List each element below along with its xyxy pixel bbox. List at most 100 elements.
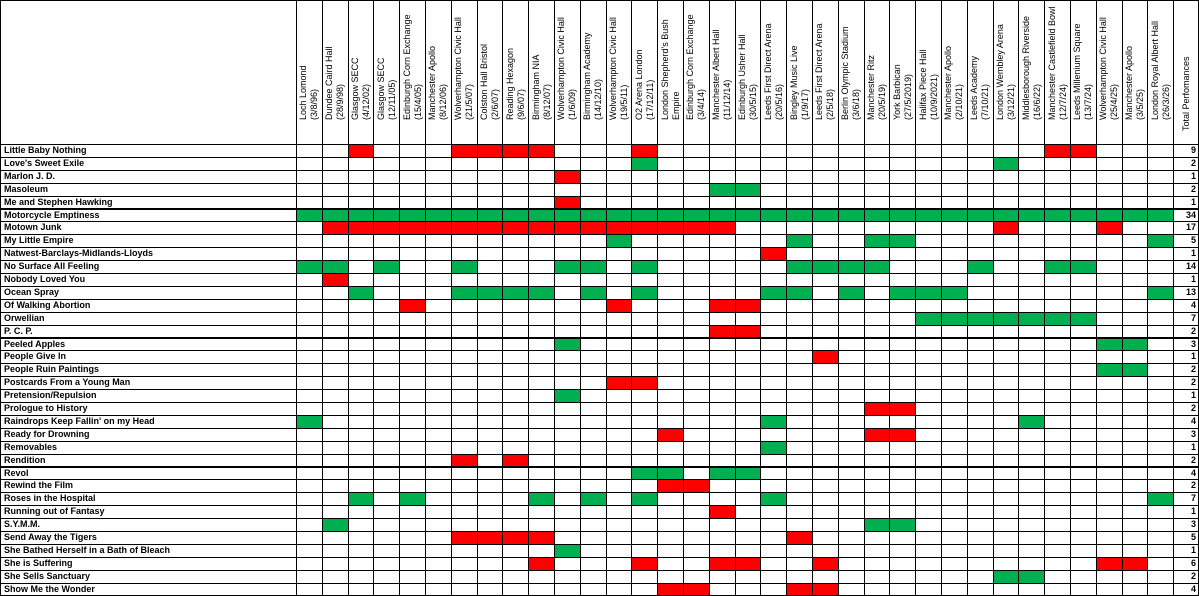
performance-cell-green	[734, 466, 762, 481]
empty-cell	[425, 556, 452, 571]
empty-cell	[554, 569, 581, 584]
empty-cell	[425, 182, 452, 197]
empty-cell	[708, 337, 736, 352]
empty-cell	[889, 479, 917, 494]
column-header: Wolverhampton Civic Hall (21/5/07)	[450, 0, 478, 145]
empty-cell	[373, 337, 401, 352]
empty-cell	[812, 195, 839, 210]
empty-cell	[631, 350, 659, 365]
empty-cell	[476, 260, 504, 274]
empty-cell	[941, 389, 968, 403]
empty-cell	[734, 479, 762, 494]
empty-cell	[347, 363, 375, 378]
empty-cell	[450, 376, 478, 391]
performance-cell-green	[708, 208, 736, 223]
empty-cell	[296, 350, 323, 365]
column-header-label: Birmingham NIA (8/12/07)	[530, 54, 552, 120]
empty-cell	[296, 518, 323, 532]
empty-cell	[502, 247, 530, 262]
song-label: People Give In	[0, 350, 297, 365]
empty-cell	[554, 273, 581, 287]
empty-cell	[837, 389, 865, 403]
empty-cell	[1095, 273, 1123, 287]
empty-cell	[657, 389, 684, 403]
empty-cell	[1044, 169, 1071, 184]
empty-cell	[502, 556, 530, 571]
performance-cell-green	[1044, 311, 1071, 326]
empty-cell	[399, 402, 426, 416]
empty-cell	[1121, 221, 1149, 236]
empty-cell	[296, 531, 323, 545]
empty-cell	[605, 531, 633, 545]
performance-cell-green	[889, 208, 917, 223]
empty-cell	[1147, 427, 1175, 442]
empty-cell	[915, 144, 942, 158]
empty-cell	[915, 518, 942, 532]
empty-cell	[941, 466, 968, 481]
performance-cell-green	[941, 311, 968, 326]
empty-cell	[941, 156, 968, 171]
performance-cell-red	[1044, 144, 1071, 158]
empty-cell	[373, 479, 401, 494]
empty-cell	[657, 505, 684, 520]
total-performances: 2	[1173, 376, 1199, 391]
empty-cell	[1044, 350, 1071, 365]
performance-cell-green	[347, 285, 375, 300]
empty-cell	[966, 350, 994, 365]
empty-cell	[579, 518, 607, 532]
empty-cell	[476, 479, 504, 494]
performance-cell-green	[347, 492, 375, 507]
empty-cell	[941, 350, 968, 365]
empty-cell	[657, 298, 684, 313]
empty-cell	[683, 569, 710, 584]
empty-cell	[734, 337, 762, 352]
empty-cell	[1095, 260, 1123, 274]
empty-cell	[347, 556, 375, 571]
total-performances: 1	[1173, 505, 1199, 520]
column-header: Edinburgh Usher Hall (30/5/15)	[734, 0, 762, 145]
empty-cell	[941, 582, 968, 596]
empty-cell	[450, 247, 478, 262]
empty-cell	[631, 273, 659, 287]
empty-cell	[1147, 479, 1175, 494]
empty-cell	[992, 285, 1020, 300]
empty-cell	[296, 440, 323, 455]
empty-cell	[450, 505, 478, 520]
empty-cell	[863, 440, 891, 455]
empty-cell	[554, 234, 581, 249]
performance-cell-green	[760, 414, 788, 429]
empty-cell	[476, 311, 504, 326]
empty-cell	[889, 324, 917, 339]
empty-cell	[708, 543, 736, 558]
performance-cell-green	[554, 208, 581, 223]
empty-cell	[554, 285, 581, 300]
performance-cell-green	[321, 208, 349, 223]
performance-cell-red	[889, 402, 917, 416]
empty-cell	[476, 505, 504, 520]
empty-cell	[476, 247, 504, 262]
performance-cell-green	[1018, 414, 1046, 429]
empty-cell	[1147, 273, 1175, 287]
empty-cell	[760, 376, 788, 391]
empty-cell	[450, 402, 478, 416]
empty-cell	[786, 273, 813, 287]
empty-cell	[450, 337, 478, 352]
empty-cell	[683, 298, 710, 313]
empty-cell	[837, 350, 865, 365]
performance-cell-green	[450, 208, 478, 223]
empty-cell	[657, 376, 684, 391]
performance-cell-red	[347, 221, 375, 236]
column-header-label: Glasgow SECC (4/12/02)	[349, 57, 371, 120]
empty-cell	[915, 414, 942, 429]
empty-cell	[915, 569, 942, 584]
empty-cell	[786, 350, 813, 365]
empty-cell	[734, 144, 762, 158]
empty-cell	[554, 518, 581, 532]
empty-cell	[1147, 311, 1175, 326]
empty-cell	[1018, 479, 1046, 494]
empty-cell	[812, 466, 839, 481]
empty-cell	[734, 247, 762, 262]
empty-cell	[450, 350, 478, 365]
empty-cell	[1018, 273, 1046, 287]
empty-cell	[502, 505, 530, 520]
